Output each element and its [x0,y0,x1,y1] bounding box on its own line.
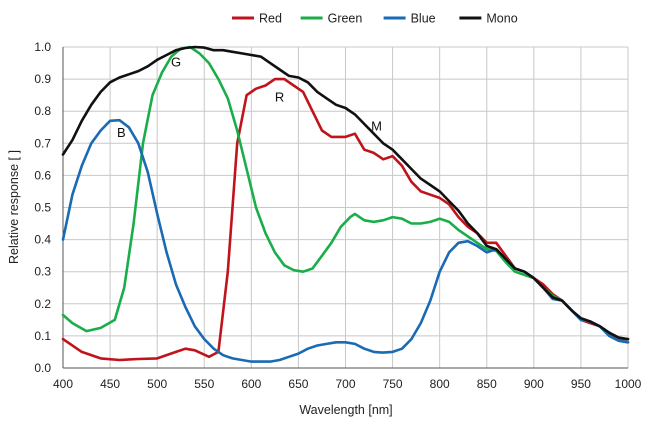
y-tick-label: 0.3 [34,265,51,279]
x-axis-label: Wavelength [nm] [299,403,392,417]
legend-label-mono: Mono [486,12,517,26]
x-tick-label: 750 [383,377,403,391]
y-tick-label: 0.4 [34,233,51,247]
x-tick-label: 800 [430,377,450,391]
series-lines [61,45,630,363]
curve-annotation: G [171,54,181,69]
x-tick-label: 900 [524,377,544,391]
y-tick-label: 0.2 [34,297,51,311]
x-tick-label: 550 [194,377,214,391]
x-tick-label: 650 [288,377,308,391]
legend-label-blue: Blue [411,12,436,26]
y-axis-label: Relative response [ ] [7,150,21,264]
y-tick-label: 0.7 [34,136,51,150]
x-tick-label: 950 [571,377,591,391]
x-tick-label: 1000 [615,377,642,391]
y-tick-label: 0.1 [34,329,51,343]
y-tick-label: 0.8 [34,104,51,118]
y-tick-label: 1.0 [34,40,51,54]
x-tick-label: 400 [53,377,73,391]
series-line-mono [61,45,630,341]
x-tick-label: 850 [477,377,497,391]
grid [62,46,629,369]
x-tick-label: 450 [100,377,120,391]
axes: 400 450 500 550 600 650 700 750 800 850 900 950 1000… [34,40,641,391]
y-tick-label: 0.5 [34,201,51,215]
x-tick-label: 700 [335,377,355,391]
series-line-red [61,77,630,362]
legend-label-red: Red [259,12,282,26]
legend: Red Green Blue Mono [232,12,518,26]
curve-annotation: B [117,125,126,140]
annotations: B G R M [117,54,382,140]
legend-label-green: Green [328,12,363,26]
x-tick-label: 500 [147,377,167,391]
curve-annotation: M [371,118,382,133]
x-tick-label: 600 [241,377,261,391]
y-tick-label: 0.6 [34,168,51,182]
y-tick-label: 0.0 [34,361,51,375]
y-tick-label: 0.9 [34,72,51,86]
curve-annotation: R [275,90,284,105]
